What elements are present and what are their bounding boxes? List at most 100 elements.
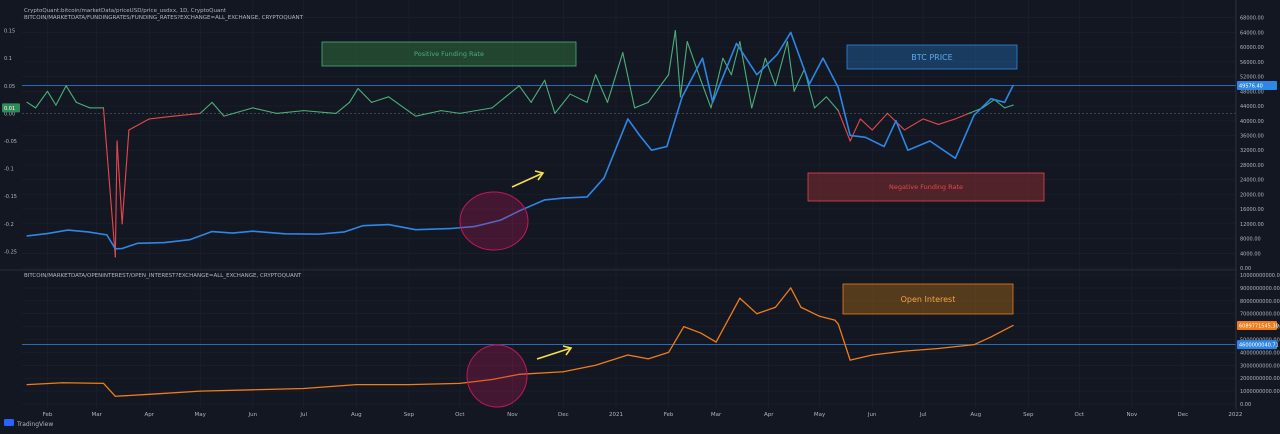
funding-rate-segment (751, 58, 766, 109)
oi-tick-label: 4000000000.00 (1240, 350, 1280, 356)
x-tick-label: Jul (919, 412, 927, 418)
funding-rate-segment (679, 41, 688, 97)
open-interest-point (62, 382, 64, 384)
btc-price-point (895, 120, 897, 122)
funding-rate-point (954, 118, 956, 120)
price-tick-label: 48000.00 (1240, 89, 1264, 95)
price-tick-label: 12000.00 (1240, 222, 1264, 228)
btc-price-point (756, 74, 758, 76)
btc-price-point (1012, 84, 1014, 87)
btc-price-point (973, 114, 975, 116)
funding-rate-point (303, 110, 305, 112)
funding-tick-label: -0.1 (4, 167, 14, 173)
btc-price-point (849, 134, 851, 137)
funding-tick-label: -0.05 (4, 139, 17, 145)
price-tick-label: 4000.00 (1240, 251, 1261, 257)
btc-price-point (387, 223, 390, 226)
open-interest-point (871, 354, 873, 356)
price-tick-label: 40000.00 (1240, 119, 1264, 125)
trend-arrow-top (511, 170, 545, 188)
funding-rate-point (554, 112, 556, 114)
series-group (26, 29, 1014, 397)
funding-rate-segment (76, 101, 91, 109)
btc-price-point (543, 199, 546, 201)
funding-rate-segment (859, 118, 873, 131)
funding-rate-point (116, 140, 118, 142)
funding-rate-segment (668, 30, 676, 75)
funding-rate-point (46, 90, 49, 92)
open-interest-point (819, 315, 821, 317)
open-interest-point (834, 319, 836, 321)
funding-rate-point (114, 256, 116, 258)
funding-rate-point (679, 96, 682, 98)
open-interest-point (837, 323, 839, 325)
x-tick-label: May (814, 412, 826, 418)
open-interest-line (27, 287, 1014, 397)
oi-badge: 6089771545.30 (1239, 323, 1279, 329)
price-tick-label: 20000.00 (1240, 192, 1264, 198)
funding-rate-segment (276, 110, 304, 114)
funding-rate-segment (982, 99, 995, 109)
funding-rate-segment (674, 30, 682, 97)
oi-tick-label: 7000000000.00 (1240, 312, 1280, 318)
open-interest-point (355, 384, 357, 386)
btc-price-point (448, 227, 451, 230)
price-tick-label: 28000.00 (1240, 163, 1264, 169)
btc-price-point (954, 157, 957, 160)
btc-price-point (362, 224, 364, 227)
btc-price-point (650, 149, 653, 151)
funding-rate-point (387, 96, 390, 98)
x-tick-label: May (195, 412, 207, 418)
funding-rate-segment (606, 52, 624, 103)
funding-rate-point (518, 85, 520, 87)
trend-arrow-bottom (536, 345, 573, 360)
funding-tick-label: -0.25 (4, 249, 17, 255)
funding-tick-label: -0.2 (4, 222, 14, 228)
open-interest-point (937, 347, 940, 350)
open-interest-point (459, 382, 461, 384)
funding-rate-segment (622, 52, 636, 108)
funding-rate-segment (172, 112, 201, 117)
funding-tick-label: 0.05 (4, 84, 15, 90)
funding-rate-point (730, 74, 732, 76)
funding-rate-point (1012, 104, 1014, 106)
funding-rate-segment (586, 74, 597, 103)
funding-rate-segment (55, 85, 67, 106)
funding-rate-point (813, 107, 816, 109)
price-badge: 49576.40 (1239, 84, 1263, 90)
funding-rate-point (595, 74, 597, 76)
btc-price-point (343, 231, 346, 233)
open-interest-point (700, 332, 702, 334)
funding-rate-point (26, 101, 28, 103)
price-tick-label: 36000.00 (1240, 133, 1264, 139)
btc-price-point (864, 136, 867, 139)
btc-price-point (121, 247, 123, 250)
funding-rate-point (622, 52, 624, 54)
annotation-open-interest: Open Interest (842, 283, 1014, 315)
x-tick-label: Sep (1023, 412, 1034, 418)
tradingview-label: TradingView (16, 421, 53, 428)
funding-rate-segment (441, 110, 460, 114)
positive-zone-box (321, 41, 577, 67)
funding-rate-segment (199, 101, 213, 114)
funding-rate-point (211, 101, 213, 103)
x-tick-label: Oct (1075, 412, 1085, 418)
price-tick-label: 64000.00 (1240, 30, 1264, 36)
open-interest-point (1012, 324, 1014, 327)
btc-price-point (666, 145, 668, 148)
open-interest-point (849, 359, 851, 361)
btc-price-point (499, 219, 502, 221)
funding-rate-segment (814, 96, 827, 109)
funding-rate-segment (349, 88, 359, 103)
price-badge-bg (1237, 81, 1277, 91)
funding-rate-point (710, 107, 712, 109)
open-interest-point (491, 378, 493, 381)
funding-rate-point (634, 107, 636, 109)
price-tick-label: 44000.00 (1240, 104, 1264, 110)
price-tick-label: 60000.00 (1240, 45, 1264, 51)
tradingview-logo[interactable]: TradingView (4, 419, 53, 428)
btc-price-point (701, 57, 704, 59)
open-interest-point (903, 350, 906, 352)
